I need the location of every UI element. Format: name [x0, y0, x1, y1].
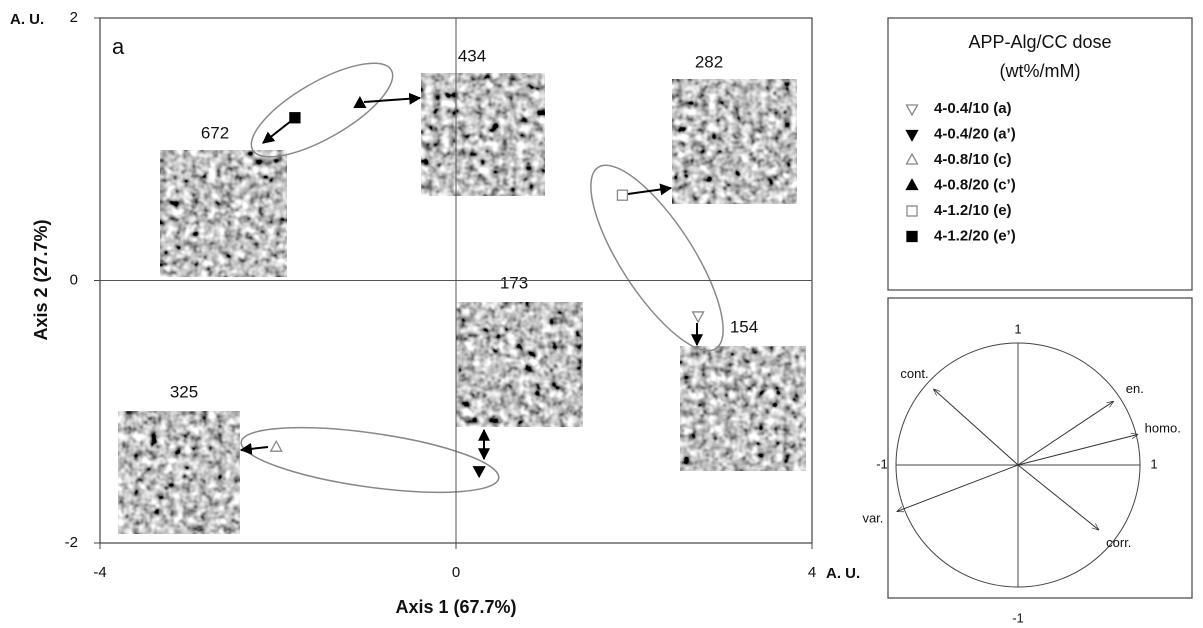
- vector-label: cont.: [900, 366, 928, 381]
- loading-vector: [1017, 402, 1113, 466]
- image-label: 672: [201, 123, 229, 142]
- x-tick-label: 1: [1150, 456, 1157, 471]
- marker: [289, 112, 301, 124]
- marker: [616, 189, 629, 201]
- y-tick-label: 0: [70, 271, 78, 288]
- group-ellipse: [250, 62, 394, 158]
- legend-marker: [905, 129, 919, 142]
- micrograph: [421, 73, 545, 196]
- loading-vector: [897, 464, 1019, 511]
- marker: [269, 439, 283, 452]
- x-tick-label: 4: [808, 564, 816, 581]
- micrograph: [680, 346, 806, 471]
- y-tick-label: -2: [65, 534, 78, 551]
- arrow: [239, 442, 269, 455]
- legend-box: [887, 17, 1193, 291]
- loading-vector: [1017, 435, 1138, 466]
- group-ellipse: [240, 426, 500, 494]
- y-tick-label: 1: [1014, 321, 1021, 336]
- legend-marker: [905, 104, 919, 117]
- legend-label: 4-0.4/10 (a): [934, 100, 1012, 117]
- y-unit: A. U.: [10, 11, 44, 28]
- legend-marker: [906, 230, 918, 243]
- image-label: 154: [730, 317, 758, 336]
- marker: [353, 95, 367, 108]
- y-axis-title: Axis 2 (27.7%): [31, 219, 51, 340]
- legend-title: (wt%/mM): [1000, 61, 1081, 81]
- image-label: 173: [500, 273, 528, 292]
- vector-label: en.: [1126, 381, 1144, 396]
- micrographs: [118, 73, 806, 534]
- vector-label: var.: [862, 511, 883, 526]
- image-label: 434: [458, 46, 486, 65]
- x-unit: A. U.: [826, 565, 860, 582]
- inset-box: [887, 297, 1193, 599]
- micrograph: [672, 79, 797, 204]
- image-label: 325: [170, 382, 198, 401]
- vector-label: corr.: [1106, 535, 1131, 550]
- micrograph: [118, 411, 240, 534]
- x-tick-label: -1: [876, 456, 888, 471]
- x-tick-label: 0: [452, 564, 460, 581]
- legend-marker: [905, 152, 919, 165]
- group-ellipse: [590, 164, 724, 352]
- arrow: [627, 183, 673, 196]
- x-tick-label: -4: [93, 564, 106, 581]
- legend-marker: [906, 205, 918, 217]
- marker: [691, 311, 705, 324]
- legend-label: 4-0.8/20 (c’): [934, 176, 1016, 193]
- legend-title: APP-Alg/CC dose: [968, 32, 1111, 52]
- x-axis-title: Axis 1 (67.7%): [395, 597, 516, 617]
- legend-label: 4-1.2/10 (e): [934, 202, 1012, 219]
- arrow: [262, 120, 292, 144]
- arrow: [363, 92, 422, 105]
- legend-marker: [905, 178, 919, 191]
- micrograph: [456, 302, 583, 427]
- y-tick-label: -1: [1012, 610, 1024, 625]
- y-tick-label: 2: [70, 9, 78, 26]
- loading-vector: [1017, 464, 1099, 530]
- panel-label: a: [112, 34, 125, 59]
- vector-label: homo.: [1145, 420, 1181, 435]
- legend-label: 4-0.4/20 (a’): [934, 125, 1016, 142]
- legend-label: 4-1.2/20 (e’): [934, 227, 1016, 244]
- loading-vector: [934, 389, 1019, 466]
- marker: [472, 466, 486, 479]
- micrograph: [160, 150, 287, 277]
- image-label: 282: [695, 52, 723, 71]
- legend-label: 4-0.8/10 (c): [934, 151, 1012, 168]
